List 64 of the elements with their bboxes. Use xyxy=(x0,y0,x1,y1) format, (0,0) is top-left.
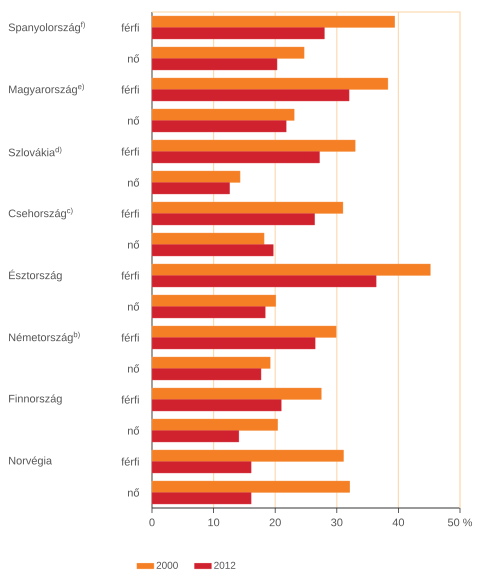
x-tick-label: 30 xyxy=(331,518,342,526)
y-tick-label: nő xyxy=(128,178,140,187)
x-tick-label: 50 % xyxy=(448,518,472,526)
bar xyxy=(152,232,264,245)
bar xyxy=(152,78,388,90)
y-tick-label: nő xyxy=(128,426,140,435)
y-tick-label: nő xyxy=(128,54,140,63)
bar xyxy=(152,182,230,194)
y-tick-label: férfi xyxy=(121,333,139,342)
bar xyxy=(152,306,266,318)
y-tick-label: férfi xyxy=(121,457,139,466)
text: Spanyolország$^{f)}$ xyxy=(8,22,85,34)
text: Norvégia xyxy=(9,456,52,467)
bar xyxy=(152,170,240,183)
bar xyxy=(152,492,252,504)
text: Csehország$^{c)}$ xyxy=(8,208,73,220)
bar xyxy=(152,46,304,59)
y-tick-label: férfi xyxy=(121,271,139,280)
bar xyxy=(152,151,320,164)
bar xyxy=(152,244,274,256)
bar xyxy=(152,399,282,412)
bar xyxy=(152,418,278,431)
bar xyxy=(152,480,350,493)
y-tick-label: férfi xyxy=(121,85,139,94)
x-tick-label: 0 xyxy=(149,518,155,526)
bar xyxy=(152,337,316,350)
y-tick-label: férfi xyxy=(121,395,139,404)
bar xyxy=(152,89,350,102)
text: Észtország xyxy=(9,270,62,282)
y-tick-label: nő xyxy=(128,364,140,373)
bar xyxy=(152,264,431,276)
bar xyxy=(152,461,252,474)
legend-label: 2012 xyxy=(214,562,236,569)
bar xyxy=(152,202,344,214)
y-tick-label: nő xyxy=(128,302,140,311)
y-tick-label: férfi xyxy=(121,147,139,156)
bar xyxy=(152,58,278,70)
y-tick-label: férfi xyxy=(121,209,139,218)
legend-label: 2000 xyxy=(156,562,178,569)
y-tick-label: nő xyxy=(128,488,140,497)
text: Szlovákia$^{d)}$ xyxy=(8,146,62,156)
text: Finnország xyxy=(9,394,62,405)
text: Németország$^{b)}$ xyxy=(9,332,80,344)
bar xyxy=(152,388,322,400)
bar xyxy=(152,120,286,132)
x-tick-label: 20 xyxy=(270,518,281,526)
y-tick-label: nő xyxy=(128,240,140,249)
y-tick-label: férfi xyxy=(121,23,139,32)
bar xyxy=(152,450,344,462)
bar xyxy=(152,326,336,338)
bar xyxy=(152,275,376,288)
text: Magyarország$^{e)}$ xyxy=(9,84,84,96)
bar xyxy=(152,356,270,369)
bar xyxy=(152,27,325,40)
bar xyxy=(152,294,276,307)
bar xyxy=(152,108,294,121)
x-tick-label: 10 xyxy=(208,518,220,526)
x-tick-label: 40 xyxy=(392,518,404,526)
bar xyxy=(152,430,240,442)
bar xyxy=(152,16,395,28)
bar xyxy=(152,213,315,226)
bar xyxy=(152,368,262,380)
y-tick-label: nő xyxy=(128,116,140,125)
bar xyxy=(152,140,356,152)
